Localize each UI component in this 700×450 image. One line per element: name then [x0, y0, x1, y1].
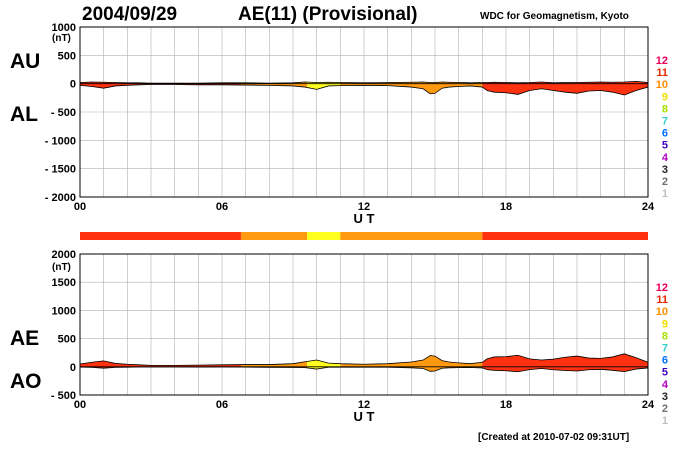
upper-y-tick-label: 500	[58, 50, 76, 62]
lower-station-legend-item: 2	[662, 403, 668, 415]
lower-area-segment	[482, 353, 648, 372]
lower-area-segment	[340, 355, 483, 372]
upper-station-legend-item: 4	[662, 152, 669, 164]
upper-x-tick-label: 18	[500, 201, 512, 213]
upper-station-legend-item: 11	[656, 67, 668, 79]
upper-y-tick-label: - 500	[51, 107, 76, 119]
lower-station-legend-item: 1	[662, 415, 668, 427]
lower-station-legend-item: 3	[662, 391, 668, 403]
lower-y-tick-label: 1500	[52, 277, 76, 289]
ao-label: AO	[10, 370, 42, 393]
lower-station-legend-item: 6	[662, 355, 668, 367]
creation-stamp: [Created at 2010-07-02 09:31UT]	[478, 432, 630, 443]
upper-y-unit: (nT)	[52, 33, 71, 44]
lower-station-legend-item: 8	[662, 330, 668, 342]
upper-station-legend-item: 9	[662, 91, 668, 103]
lower-station-legend-item: 11	[656, 294, 668, 306]
station-count-bar-segment	[240, 232, 308, 240]
lower-y-tick-label: 0	[70, 362, 76, 374]
al-label: AL	[10, 103, 38, 126]
upper-station-legend-item: 3	[662, 164, 668, 176]
upper-station-legend-item: 2	[662, 176, 668, 188]
lower-station-legend-item: 12	[656, 282, 668, 294]
upper-au-line	[79, 80, 649, 84]
lower-x-tick-label: 06	[216, 399, 228, 411]
lower-x-tick-label: 24	[642, 399, 655, 411]
lower-plot-frame	[79, 253, 649, 396]
upper-x-tick-label: 06	[216, 201, 228, 213]
lower-y-tick-label: 1000	[52, 305, 76, 317]
upper-x-axis-label: U T	[354, 211, 375, 226]
upper-area-segment	[340, 81, 483, 94]
upper-x-tick-label: 12	[358, 201, 370, 213]
upper-y-tick-label: 0	[70, 79, 76, 91]
upper-station-legend-item: 6	[662, 128, 668, 140]
upper-x-tick-label: 24	[642, 201, 655, 213]
upper-y-tick-label: - 1500	[45, 164, 76, 176]
lower-y-unit: (nT)	[52, 262, 71, 273]
upper-x-tick-label: 00	[74, 201, 86, 213]
source-label: WDC for Geomagnetism, Kyoto	[480, 11, 629, 22]
station-count-bar-segment	[482, 232, 648, 240]
upper-area-segment	[482, 81, 648, 95]
ae-label: AE	[10, 327, 40, 350]
lower-y-tick-label: 2000	[52, 249, 76, 261]
lower-x-tick-label: 00	[74, 399, 86, 411]
lower-station-legend-item: 10	[656, 306, 668, 318]
upper-station-legend-item: 5	[662, 140, 668, 152]
index-title: AE(11) (Provisional)	[238, 4, 418, 25]
lower-area-segment	[80, 360, 241, 369]
station-count-bar-segment	[80, 232, 241, 240]
upper-y-tick-label: - 1000	[45, 135, 76, 147]
au-label: AU	[10, 50, 41, 73]
upper-y-tick-label: - 2000	[45, 192, 76, 204]
lower-y-tick-label: 500	[58, 334, 76, 346]
upper-al-line	[79, 84, 649, 96]
date-title: 2004/09/29	[82, 4, 178, 25]
upper-station-legend-item: 1	[662, 188, 668, 200]
lower-ae-line	[79, 353, 649, 366]
upper-station-legend-item: 7	[662, 116, 668, 128]
station-count-bar-segment	[307, 232, 341, 240]
lower-station-legend-item: 9	[662, 318, 668, 330]
lower-station-legend-item: 7	[662, 343, 668, 355]
lower-x-tick-label: 18	[500, 399, 512, 411]
lower-y-tick-label: - 500	[51, 390, 76, 402]
lower-station-legend-item: 4	[662, 379, 669, 391]
lower-x-axis-label: U T	[354, 409, 375, 424]
lower-x-tick-label: 12	[358, 399, 370, 411]
station-count-bar-segment	[340, 232, 483, 240]
upper-plot-frame	[79, 26, 649, 198]
upper-station-legend-item: 12	[656, 55, 668, 67]
upper-y-tick-label: 1000	[52, 22, 76, 34]
upper-station-legend-item: 10	[656, 79, 668, 91]
lower-station-legend-item: 5	[662, 367, 668, 379]
upper-station-legend-item: 8	[662, 103, 668, 115]
